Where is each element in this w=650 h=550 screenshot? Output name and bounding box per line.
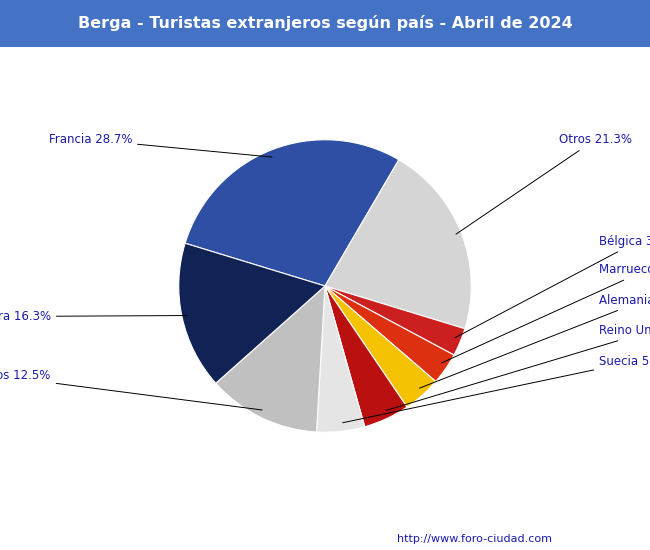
Text: Otros 21.3%: Otros 21.3%: [456, 133, 632, 234]
Wedge shape: [325, 286, 454, 382]
Wedge shape: [185, 140, 399, 286]
Text: Berga - Turistas extranjeros según país - Abril de 2024: Berga - Turistas extranjeros según país …: [77, 15, 573, 31]
Wedge shape: [325, 286, 465, 355]
Text: http://www.foro-ciudad.com: http://www.foro-ciudad.com: [397, 535, 552, 544]
Wedge shape: [325, 286, 407, 427]
Wedge shape: [216, 286, 325, 432]
Wedge shape: [325, 286, 436, 407]
Wedge shape: [325, 160, 471, 329]
Text: Bélgica 3.1%: Bélgica 3.1%: [455, 235, 650, 338]
Wedge shape: [179, 243, 325, 383]
Text: Alemania 4.2%: Alemania 4.2%: [419, 294, 650, 388]
Text: Francia 28.7%: Francia 28.7%: [49, 133, 272, 157]
Text: Andorra 16.3%: Andorra 16.3%: [0, 310, 187, 323]
Wedge shape: [317, 286, 365, 432]
Text: Países Bajos 12.5%: Países Bajos 12.5%: [0, 369, 262, 410]
Text: Reino Unido 5.1%: Reino Unido 5.1%: [386, 324, 650, 410]
Text: Marruecos 3.5%: Marruecos 3.5%: [441, 263, 650, 363]
Text: Suecia 5.3%: Suecia 5.3%: [343, 355, 650, 423]
